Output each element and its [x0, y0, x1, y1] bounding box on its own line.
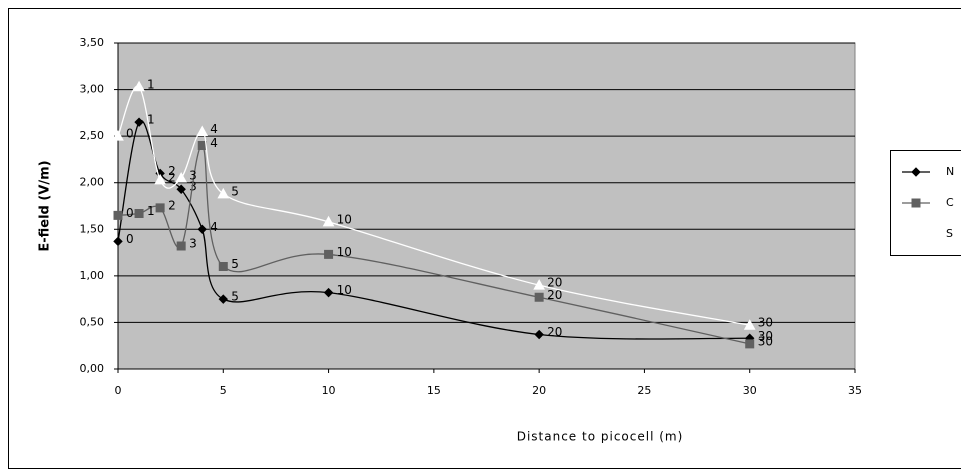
legend-marker [911, 167, 921, 177]
data-point [196, 125, 209, 136]
data-label: 0 [126, 232, 134, 246]
data-label: 2 [168, 164, 176, 178]
x-tick-label: 5 [220, 384, 227, 397]
y-tick-label: 2,50 [80, 129, 105, 142]
legend-marker [911, 198, 921, 208]
x-axis-title: Distance to picocell (m) [517, 430, 684, 444]
legend-label: N [946, 165, 954, 178]
data-point [113, 210, 123, 220]
data-label: 4 [210, 136, 218, 150]
x-tick-label: 35 [848, 384, 862, 397]
data-label: 3 [189, 180, 197, 194]
data-point [134, 208, 144, 218]
data-point [322, 215, 335, 227]
data-point [154, 173, 166, 185]
data-point [324, 249, 334, 259]
data-label: 4 [210, 220, 218, 234]
x-tick-label: 25 [637, 384, 651, 397]
data-label: 20 [547, 288, 562, 302]
data-label: 1 [147, 77, 155, 91]
data-label: 10 [337, 245, 352, 259]
x-tick-label: 30 [743, 384, 757, 397]
y-tick-label: 1,50 [80, 222, 105, 235]
x-tick-label: 15 [427, 384, 441, 397]
data-point [176, 184, 186, 194]
data-label: 0 [126, 206, 134, 220]
data-label: 0 [126, 127, 134, 141]
data-label: 30 [758, 329, 773, 343]
y-tick-label: 3,50 [80, 36, 105, 49]
y-tick-label: 0,50 [80, 315, 105, 328]
data-label: 30 [758, 316, 773, 330]
data-point [133, 80, 145, 92]
y-axis-title: E-field (V/m) [38, 160, 53, 251]
data-label: 5 [231, 290, 239, 304]
data-label: 5 [231, 257, 239, 271]
data-point [113, 236, 123, 247]
data-point [134, 117, 144, 127]
plot-area [117, 42, 856, 370]
data-point [743, 319, 756, 330]
legend-label: S [946, 227, 953, 240]
x-tick-label: 0 [115, 384, 122, 397]
data-point [175, 172, 188, 183]
data-label: 1 [147, 113, 155, 127]
data-point [218, 294, 228, 304]
data-point [155, 203, 165, 213]
data-label: 2 [168, 170, 176, 184]
data-point [745, 339, 755, 349]
data-label: 4 [210, 122, 218, 136]
data-label: 3 [189, 237, 197, 251]
data-label: 2 [168, 198, 176, 212]
data-point [218, 262, 228, 272]
x-tick-label: 20 [532, 384, 546, 397]
y-tick-label: 3,00 [80, 83, 105, 96]
data-label: 20 [547, 276, 562, 290]
x-tick-label: 10 [322, 384, 336, 397]
legend-marker [910, 227, 922, 239]
data-point [534, 329, 544, 340]
data-point [534, 292, 544, 302]
y-tick-label: 0,00 [80, 362, 105, 375]
y-tick-label: 1,00 [80, 269, 105, 282]
data-label: 5 [231, 184, 239, 198]
data-label: 10 [337, 283, 352, 297]
legend-label: C [946, 196, 954, 209]
data-label: 3 [189, 169, 197, 183]
data-label: 20 [547, 325, 562, 339]
data-point [112, 130, 124, 141]
data-point [197, 224, 207, 234]
data-label: 30 [758, 334, 773, 348]
data-point [197, 140, 207, 150]
y-tick-label: 2,00 [80, 176, 105, 189]
data-point [176, 241, 186, 251]
data-label: 10 [337, 212, 352, 226]
data-label: 1 [147, 204, 155, 218]
data-point [323, 287, 334, 298]
data-point [217, 187, 230, 199]
data-point [533, 279, 545, 290]
